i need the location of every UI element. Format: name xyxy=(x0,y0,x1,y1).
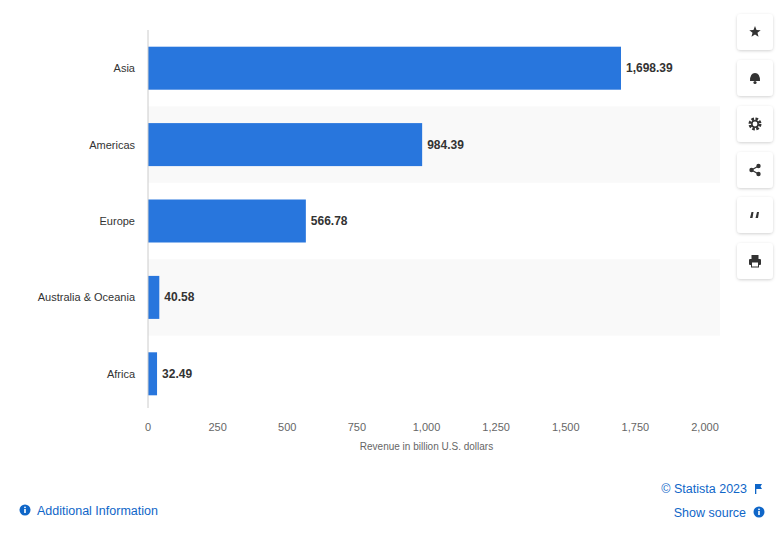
button-bg xyxy=(737,243,773,279)
bar xyxy=(148,276,159,319)
icon-info-dot xyxy=(758,508,760,510)
icon-flag xyxy=(756,484,762,489)
icon-share-dot xyxy=(756,172,760,176)
button-bg xyxy=(737,152,773,188)
category-label: Asia xyxy=(114,62,136,74)
icon-info xyxy=(20,505,31,516)
icon-gear xyxy=(750,119,760,129)
show-source-link[interactable]: Show source xyxy=(674,506,765,520)
link-text: Additional Information xyxy=(37,504,158,518)
toolbar-button[interactable] xyxy=(737,197,773,233)
button-bg xyxy=(737,60,773,96)
bar xyxy=(148,47,621,90)
button-bg xyxy=(737,106,773,142)
category-label: Australia & Oceania xyxy=(38,291,136,303)
data-label: 566.78 xyxy=(311,214,348,228)
tick-label: 500 xyxy=(278,421,296,433)
data-label: 1,698.39 xyxy=(626,61,673,75)
additional-information-link[interactable]: Additional Information xyxy=(20,504,158,518)
tick-label: 1,750 xyxy=(622,421,650,433)
data-label: 984.39 xyxy=(427,138,464,152)
link-text: Show source xyxy=(674,506,746,520)
icon-quote xyxy=(750,212,759,218)
icon-bell-dot xyxy=(753,81,756,84)
tick-label: 2,000 xyxy=(691,421,719,433)
row-band xyxy=(148,106,720,182)
category-label: Europe xyxy=(100,215,135,227)
icon-print-top xyxy=(752,255,759,259)
bar xyxy=(148,200,306,243)
bar xyxy=(148,352,157,395)
category-label: Africa xyxy=(107,368,136,380)
chart-root: 0 250 500 750 1,000 1,250 1,500 1,750 2,000 Reven… xyxy=(0,0,784,542)
icon-info xyxy=(754,507,765,518)
row-band xyxy=(148,259,720,335)
tick-label: 750 xyxy=(348,421,366,433)
icon-bell xyxy=(750,73,760,81)
icon-print-paper xyxy=(752,262,759,267)
tick-label: 250 xyxy=(208,421,226,433)
icon-star xyxy=(749,26,760,37)
icon-info-stem xyxy=(24,509,26,513)
data-label: 40.58 xyxy=(164,290,194,304)
icon-share-dot xyxy=(756,164,760,168)
icon-gear-inner xyxy=(752,121,758,127)
icon-info-dot xyxy=(24,506,26,508)
axis-line xyxy=(148,30,149,408)
tick-label: 1,500 xyxy=(552,421,580,433)
button-bg xyxy=(737,197,773,233)
flag-button[interactable] xyxy=(755,484,762,494)
icon-share-dot xyxy=(749,168,753,172)
toolbar-button[interactable] xyxy=(737,106,773,142)
icon-info-stem xyxy=(758,511,760,515)
axis-title: Revenue in billion U.S. dollars xyxy=(360,441,493,452)
toolbar-button[interactable] xyxy=(737,152,773,188)
tick-label: 1,250 xyxy=(482,421,510,433)
toolbar-button[interactable] xyxy=(737,14,773,50)
tick-label: 1,000 xyxy=(413,421,441,433)
tick-label: 0 xyxy=(145,421,151,433)
bar xyxy=(148,123,422,166)
toolbar-button[interactable] xyxy=(737,60,773,96)
category-label: Americas xyxy=(89,139,135,151)
toolbar-button[interactable] xyxy=(737,243,773,279)
copyright: © Statista 2023 xyxy=(661,482,747,496)
data-label: 32.49 xyxy=(162,367,192,381)
background xyxy=(0,0,784,542)
bars xyxy=(148,47,621,396)
button-bg xyxy=(737,14,773,50)
